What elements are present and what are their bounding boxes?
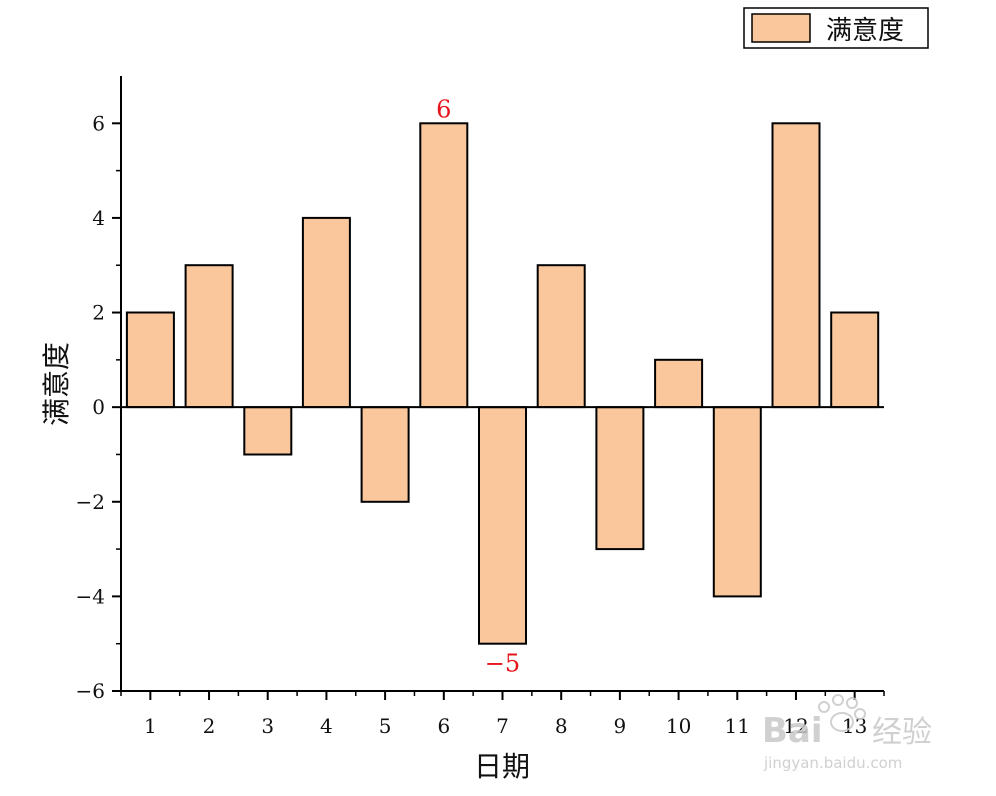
- baidu-jingyan-watermark: Bai 经验 jingyan.baidu.com: [762, 694, 932, 772]
- y-tick-label: 4: [92, 206, 105, 230]
- y-axis-title: 满意度: [40, 342, 73, 426]
- bar-2: [184, 264, 234, 409]
- x-tick-label: 5: [379, 714, 392, 738]
- paw-logo-icon: [818, 694, 866, 732]
- bar-10: [654, 358, 704, 409]
- x-tick-label: 9: [614, 714, 627, 738]
- bar-5: [360, 406, 410, 503]
- legend-label: 满意度: [826, 16, 904, 46]
- x-tick-label: 3: [261, 714, 274, 738]
- bar-7: [478, 406, 527, 645]
- watermark-url: jingyan.baidu.com: [763, 754, 902, 772]
- bar-9: [595, 406, 645, 551]
- bars-layer: [125, 122, 880, 645]
- x-tick-label: 1: [144, 714, 157, 738]
- x-tick-label: 2: [203, 714, 216, 738]
- y-tick-label: 0: [92, 395, 105, 419]
- bar-13: [830, 311, 880, 409]
- bar-4: [301, 216, 351, 409]
- watermark-brand-suffix: 经验: [872, 715, 932, 750]
- bar-1: [125, 311, 175, 409]
- x-tick-label: 12: [783, 714, 808, 738]
- data-label-6: 6: [436, 95, 451, 123]
- legend-swatch: [751, 13, 811, 43]
- legend: 满意度: [743, 7, 929, 49]
- x-tick-label: 7: [496, 714, 509, 738]
- y-tick-label: −6: [76, 679, 105, 703]
- x-axis-title: 日期: [474, 750, 530, 783]
- bar-6: [419, 122, 469, 409]
- bar-3: [243, 406, 293, 456]
- x-tick-label: 8: [555, 714, 568, 738]
- x-tick-label: 6: [437, 714, 450, 738]
- y-tick-label: −2: [76, 490, 105, 514]
- x-tick-label: 11: [725, 714, 750, 738]
- y-tick-label: 6: [92, 111, 105, 135]
- watermark-brand: Bai: [762, 711, 823, 751]
- y-tick-label: −4: [76, 584, 105, 608]
- bar-8: [536, 264, 586, 409]
- data-label-7: −5: [485, 650, 520, 678]
- y-tick-label: 2: [92, 301, 105, 325]
- x-tick-label: 10: [666, 714, 691, 738]
- bar-12: [771, 122, 821, 409]
- x-tick-label: 4: [320, 714, 333, 738]
- ticks-layer: [112, 122, 885, 700]
- bar-11: [712, 406, 762, 598]
